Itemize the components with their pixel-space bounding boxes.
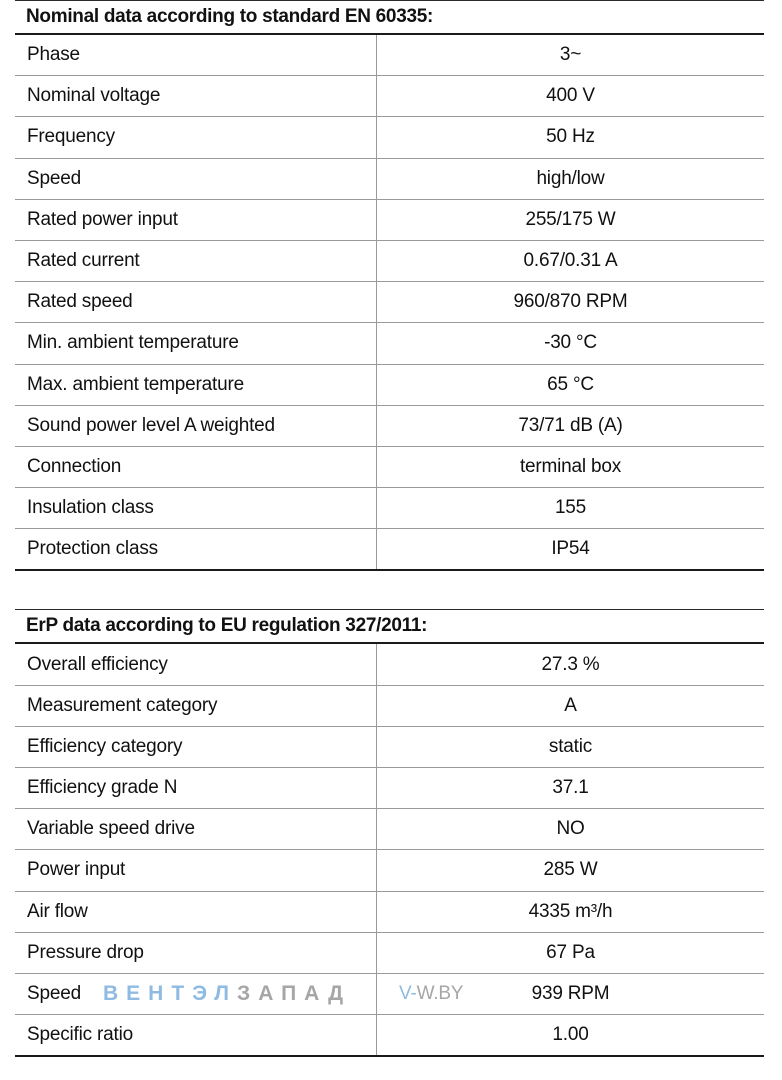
row-label: Frequency bbox=[15, 117, 377, 158]
erp-data-table: ErP data according to EU regulation 327/… bbox=[15, 609, 764, 1058]
row-label: Rated speed bbox=[15, 282, 377, 323]
table-row: Power input 285 W bbox=[15, 850, 764, 892]
row-label: Sound power level A weighted bbox=[15, 405, 377, 446]
row-value: 50 Hz bbox=[546, 126, 595, 148]
row-value: 285 W bbox=[543, 859, 598, 881]
row-label: Protection class bbox=[15, 529, 377, 570]
row-value: static bbox=[548, 735, 593, 757]
table-row: Rated power input 255/175 W bbox=[15, 199, 764, 241]
row-value: NO bbox=[556, 818, 585, 840]
row-value: 400 V bbox=[546, 85, 595, 107]
row-value: high/low bbox=[536, 167, 605, 189]
row-label: Speed bbox=[15, 973, 377, 1015]
row-label: Rated power input bbox=[15, 199, 377, 240]
row-label: Specific ratio bbox=[15, 1015, 377, 1056]
row-label: Max. ambient temperature bbox=[15, 364, 377, 405]
row-label: Nominal voltage bbox=[15, 76, 377, 117]
row-label: Efficiency category bbox=[15, 726, 377, 767]
table-row: Min. ambient temperature -30 °C bbox=[15, 323, 764, 365]
table-row: Overall efficiency 27.3 % bbox=[15, 644, 764, 686]
row-value: 155 bbox=[554, 497, 587, 519]
table-row: Connection terminal box bbox=[15, 446, 764, 489]
row-value: 0.67/0.31 A bbox=[523, 250, 618, 272]
row-label: Phase bbox=[15, 35, 377, 76]
row-value: 37.1 bbox=[552, 777, 589, 799]
table-row: Speed 939 RPM ВЕНТЭЛ ЗАПАД V- W.BY bbox=[15, 973, 764, 1016]
table-row: Rated current 0.67/0.31 A bbox=[15, 240, 764, 283]
table-row: Rated speed 960/870 RPM bbox=[15, 282, 764, 324]
row-value: 939 RPM bbox=[531, 983, 610, 1005]
row-value: IP54 bbox=[551, 538, 590, 560]
row-label: Air flow bbox=[15, 891, 377, 932]
row-value: 960/870 RPM bbox=[513, 291, 628, 313]
row-label: Variable speed drive bbox=[15, 809, 377, 850]
table-row: Speed high/low bbox=[15, 158, 764, 200]
row-value: A bbox=[564, 694, 577, 716]
row-value: -30 °C bbox=[544, 332, 597, 354]
table-row: Specific ratio 1.00 bbox=[15, 1015, 764, 1058]
divider bbox=[15, 0, 764, 1]
row-label: Min. ambient temperature bbox=[15, 323, 377, 364]
row-label: Connection bbox=[15, 446, 377, 488]
row-label: Rated current bbox=[15, 240, 377, 282]
spec-sheet: Nominal data according to standard EN 60… bbox=[15, 0, 764, 1058]
row-value: terminal box bbox=[519, 455, 622, 477]
divider bbox=[15, 609, 764, 611]
table-row: Protection class IP54 bbox=[15, 529, 764, 572]
table-row: Variable speed drive NO bbox=[15, 809, 764, 851]
row-label: Speed bbox=[15, 158, 377, 199]
row-value: 4335 m³/h bbox=[528, 900, 613, 922]
row-value: 3~ bbox=[559, 44, 582, 66]
row-value: 1.00 bbox=[552, 1024, 589, 1046]
row-value: 27.3 % bbox=[541, 653, 600, 675]
row-label: Power input bbox=[15, 850, 377, 891]
table-row: Efficiency grade N 37.1 bbox=[15, 768, 764, 810]
row-label: Pressure drop bbox=[15, 932, 377, 973]
row-label: Measurement category bbox=[15, 685, 377, 726]
table-row: Air flow 4335 m³/h bbox=[15, 891, 764, 933]
row-value: 65 °C bbox=[547, 373, 594, 395]
nominal-data-heading: Nominal data according to standard EN 60… bbox=[15, 1, 764, 35]
table-row: Frequency 50 Hz bbox=[15, 117, 764, 159]
row-label: Insulation class bbox=[15, 488, 377, 529]
table-row: Efficiency category static bbox=[15, 726, 764, 768]
table-row: Phase 3~ bbox=[15, 35, 764, 77]
row-label: Overall efficiency bbox=[15, 644, 377, 685]
nominal-data-table: Nominal data according to standard EN 60… bbox=[15, 0, 764, 572]
row-value: 67 Pa bbox=[546, 941, 595, 963]
table-row: Pressure drop 67 Pa bbox=[15, 932, 764, 974]
erp-data-heading: ErP data according to EU regulation 327/… bbox=[15, 610, 764, 645]
table-row: Insulation class 155 bbox=[15, 488, 764, 530]
table-row: Sound power level A weighted 73/71 dB (A) bbox=[15, 405, 764, 447]
row-value: 255/175 W bbox=[525, 208, 616, 230]
table-row: Measurement category A bbox=[15, 685, 764, 727]
table-row: Max. ambient temperature 65 °C bbox=[15, 364, 764, 406]
row-value: 73/71 dB (A) bbox=[518, 414, 623, 436]
row-label: Efficiency grade N bbox=[15, 768, 377, 809]
table-row: Nominal voltage 400 V bbox=[15, 76, 764, 118]
